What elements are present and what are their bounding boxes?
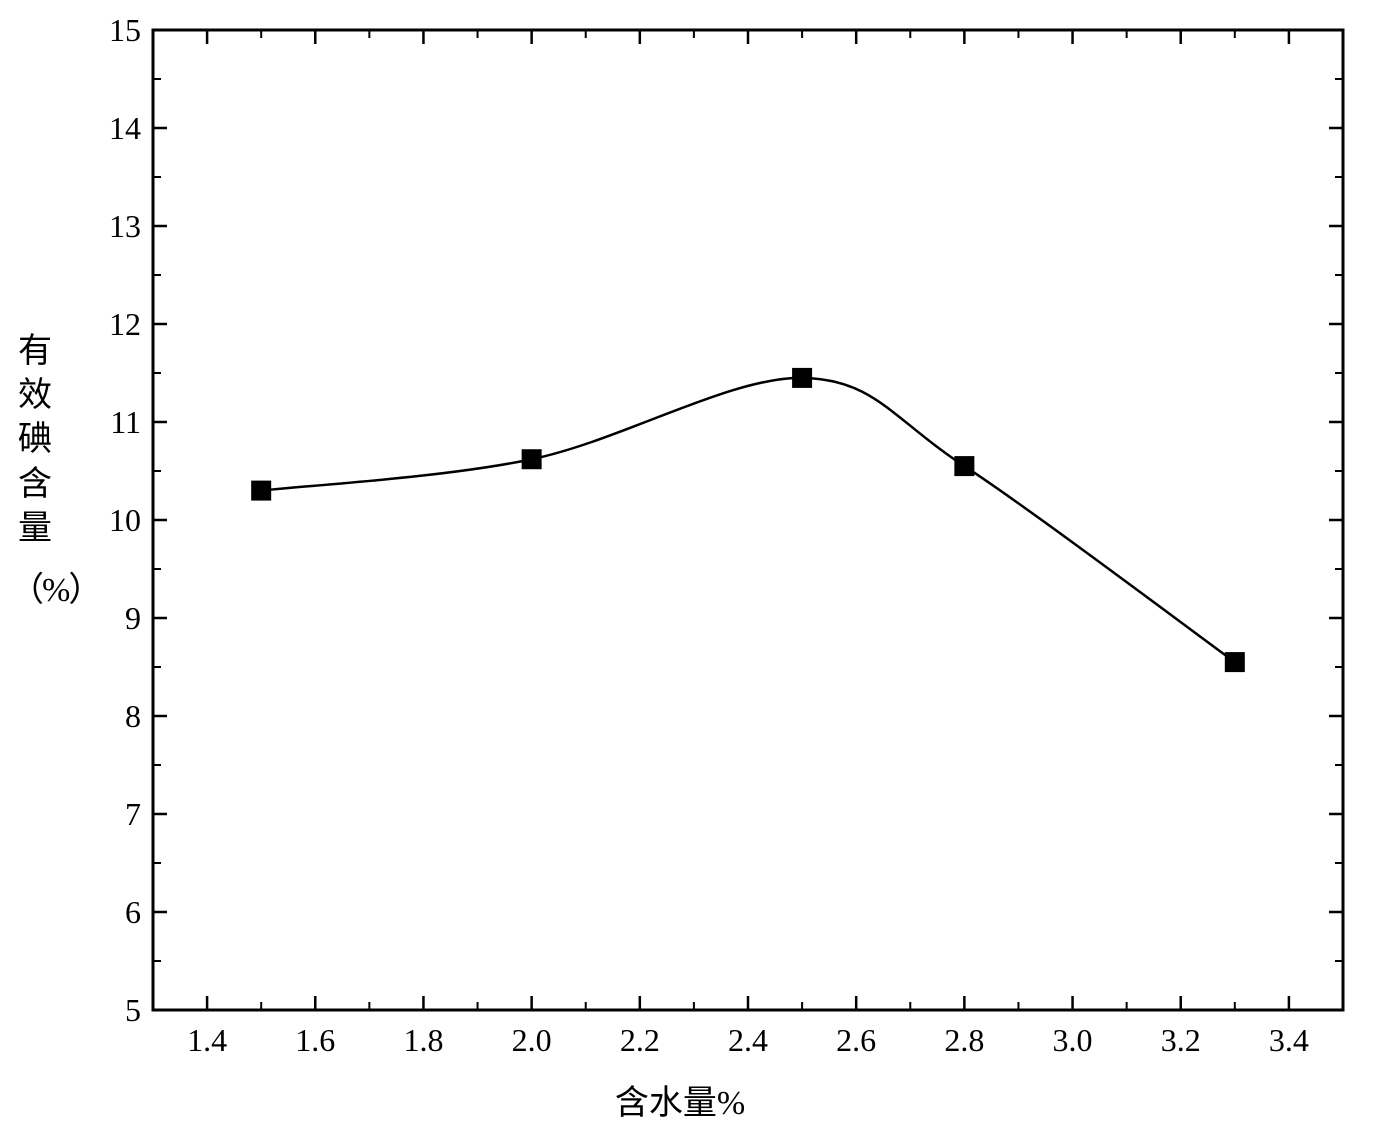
y-tick-label: 9	[81, 600, 141, 637]
x-tick-label: 1.8	[393, 1022, 453, 1059]
x-tick-label: 3.2	[1151, 1022, 1211, 1059]
y-tick-label: 12	[81, 306, 141, 343]
x-tick-label: 3.4	[1259, 1022, 1319, 1059]
x-tick-label: 2.6	[826, 1022, 886, 1059]
x-tick-label: 2.8	[934, 1022, 994, 1059]
y-tick-label: 11	[81, 404, 141, 441]
x-tick-label: 1.4	[177, 1022, 237, 1059]
x-tick-label: 3.0	[1043, 1022, 1103, 1059]
chart-plot	[0, 0, 1379, 1131]
y-tick-label: 15	[81, 12, 141, 49]
x-tick-label: 2.2	[610, 1022, 670, 1059]
y-tick-label: 14	[81, 110, 141, 147]
x-tick-label: 2.0	[502, 1022, 562, 1059]
chart-container: 有 效 碘 含 量 （%） 含水量% 1.41.61.82.02.22.42.6…	[0, 0, 1379, 1131]
y-tick-label: 13	[81, 208, 141, 245]
y-tick-label: 8	[81, 698, 141, 735]
x-tick-label: 2.4	[718, 1022, 778, 1059]
x-tick-label: 1.6	[285, 1022, 345, 1059]
y-tick-label: 6	[81, 894, 141, 931]
y-tick-label: 5	[81, 992, 141, 1029]
y-tick-label: 7	[81, 796, 141, 833]
y-tick-label: 10	[81, 502, 141, 539]
